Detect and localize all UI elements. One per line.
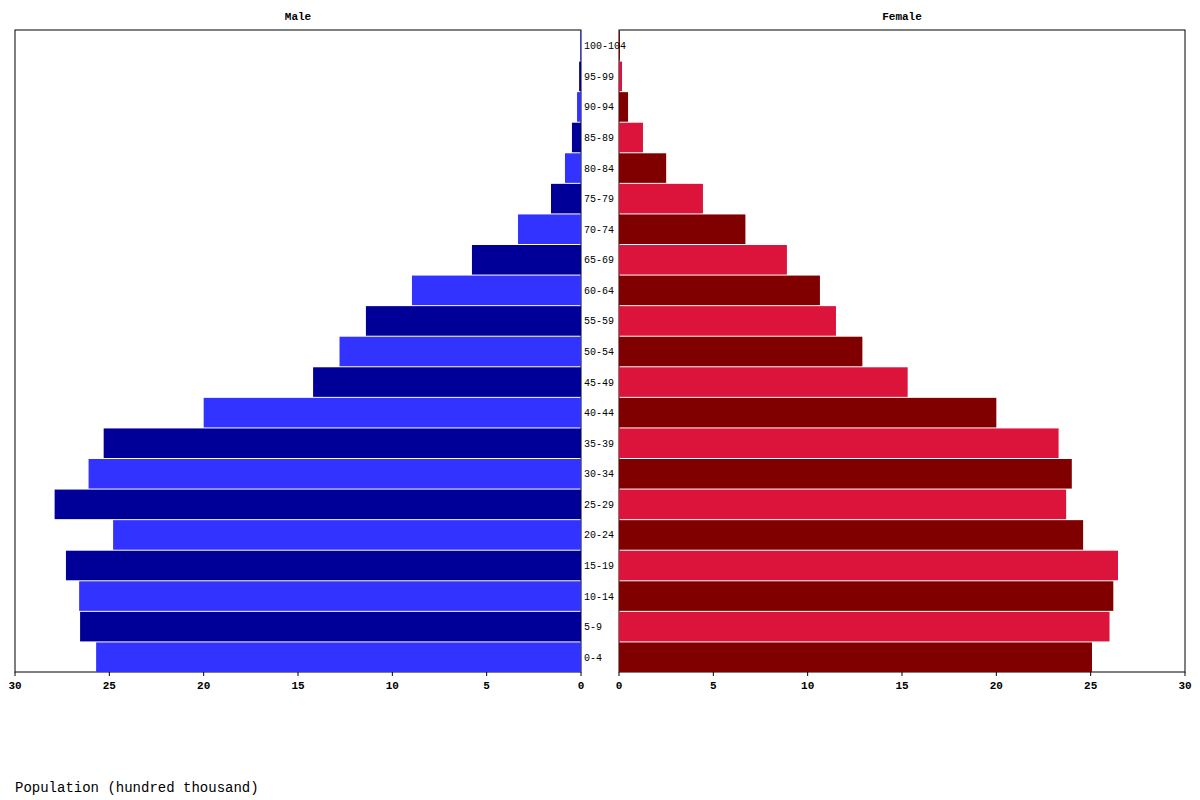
- bar: [55, 490, 581, 520]
- tick-mark: [902, 672, 903, 676]
- tick-label: 15: [291, 680, 305, 692]
- bar: [619, 92, 628, 122]
- tick-mark: [109, 672, 110, 676]
- tick-mark: [298, 672, 299, 676]
- bar: [619, 581, 1113, 611]
- bar: [565, 153, 581, 183]
- category-label: 5-9: [584, 622, 602, 633]
- axis-label: Population (hundred thousand): [15, 780, 259, 796]
- bar: [104, 428, 581, 458]
- bar: [572, 123, 581, 153]
- category-label: 95-99: [584, 72, 614, 83]
- tick-mark: [392, 672, 393, 676]
- tick-mark: [1185, 672, 1186, 676]
- bar: [619, 428, 1059, 458]
- bar: [619, 123, 643, 153]
- category-label: 60-64: [584, 286, 614, 297]
- bars: [55, 31, 581, 672]
- bar: [619, 184, 703, 214]
- category-label: 20-24: [584, 530, 614, 541]
- bar: [619, 642, 1092, 672]
- bar: [551, 184, 581, 214]
- panel-title: Female: [882, 11, 922, 23]
- category-label: 70-74: [584, 225, 614, 236]
- tick-label: 15: [895, 680, 909, 692]
- tick-label: 5: [710, 680, 717, 692]
- category-label: 80-84: [584, 164, 614, 175]
- bars: [619, 31, 1118, 672]
- bar: [313, 367, 581, 397]
- bar: [619, 551, 1118, 581]
- category-label: 10-14: [584, 592, 614, 603]
- tick-mark: [1090, 672, 1091, 676]
- bar: [619, 367, 908, 397]
- bar: [79, 581, 581, 611]
- tick-mark: [807, 672, 808, 676]
- bar: [96, 642, 581, 672]
- bar: [619, 490, 1066, 520]
- tick-mark: [15, 672, 16, 676]
- plot-frame: [619, 30, 1185, 672]
- tick-label: 10: [801, 680, 814, 692]
- bar: [579, 62, 581, 92]
- bar: [204, 398, 581, 428]
- tick-label: 25: [103, 680, 117, 692]
- bar: [89, 459, 581, 489]
- bar: [619, 214, 745, 244]
- tick-mark: [996, 672, 997, 676]
- tick-label: 0: [578, 680, 585, 692]
- panel-title: Male: [285, 11, 312, 23]
- category-label: 100-104: [584, 41, 626, 52]
- tick-label: 20: [197, 680, 210, 692]
- tick-label: 20: [990, 680, 1003, 692]
- category-label: 0-4: [584, 653, 602, 664]
- category-label: 75-79: [584, 194, 614, 205]
- tick-mark: [619, 672, 620, 676]
- tick-mark: [713, 672, 714, 676]
- bar: [619, 520, 1083, 550]
- bar: [577, 92, 581, 122]
- tick-mark: [486, 672, 487, 676]
- category-label: 50-54: [584, 347, 614, 358]
- bar: [366, 306, 581, 336]
- category-label: 35-39: [584, 439, 614, 450]
- tick-mark: [203, 672, 204, 676]
- category-label: 45-49: [584, 378, 614, 389]
- bar: [619, 459, 1072, 489]
- bar: [80, 612, 581, 642]
- tick-label: 5: [483, 680, 490, 692]
- bar: [66, 551, 581, 581]
- category-label: 65-69: [584, 255, 614, 266]
- bar: [580, 31, 581, 61]
- category-label: 25-29: [584, 500, 614, 511]
- bar: [518, 214, 581, 244]
- category-label: 85-89: [584, 133, 614, 144]
- tick-label: 25: [1084, 680, 1098, 692]
- category-label: 30-34: [584, 469, 614, 480]
- category-label: 55-59: [584, 316, 614, 327]
- tick-label: 30: [8, 680, 21, 692]
- plot-frame: [15, 30, 581, 672]
- bar: [619, 337, 862, 367]
- bar: [619, 245, 787, 275]
- bar: [472, 245, 581, 275]
- chart: Male 0 5 10 15 20 25 30 Female 0 5 10 15 20 25 30 0-4 5-9…: [0, 0, 1200, 800]
- category-label: 15-19: [584, 561, 614, 572]
- bar: [619, 306, 836, 336]
- bar: [619, 612, 1110, 642]
- bar: [619, 62, 622, 92]
- bar: [619, 398, 996, 428]
- tick-mark: [581, 672, 582, 676]
- bar: [619, 153, 666, 183]
- bar: [619, 276, 820, 306]
- bar: [113, 520, 581, 550]
- tick-label: 10: [386, 680, 399, 692]
- category-label: 40-44: [584, 408, 614, 419]
- bar: [340, 337, 581, 367]
- tick-label: 30: [1178, 680, 1191, 692]
- category-label: 90-94: [584, 102, 614, 113]
- tick-label: 0: [616, 680, 623, 692]
- bar: [412, 276, 581, 306]
